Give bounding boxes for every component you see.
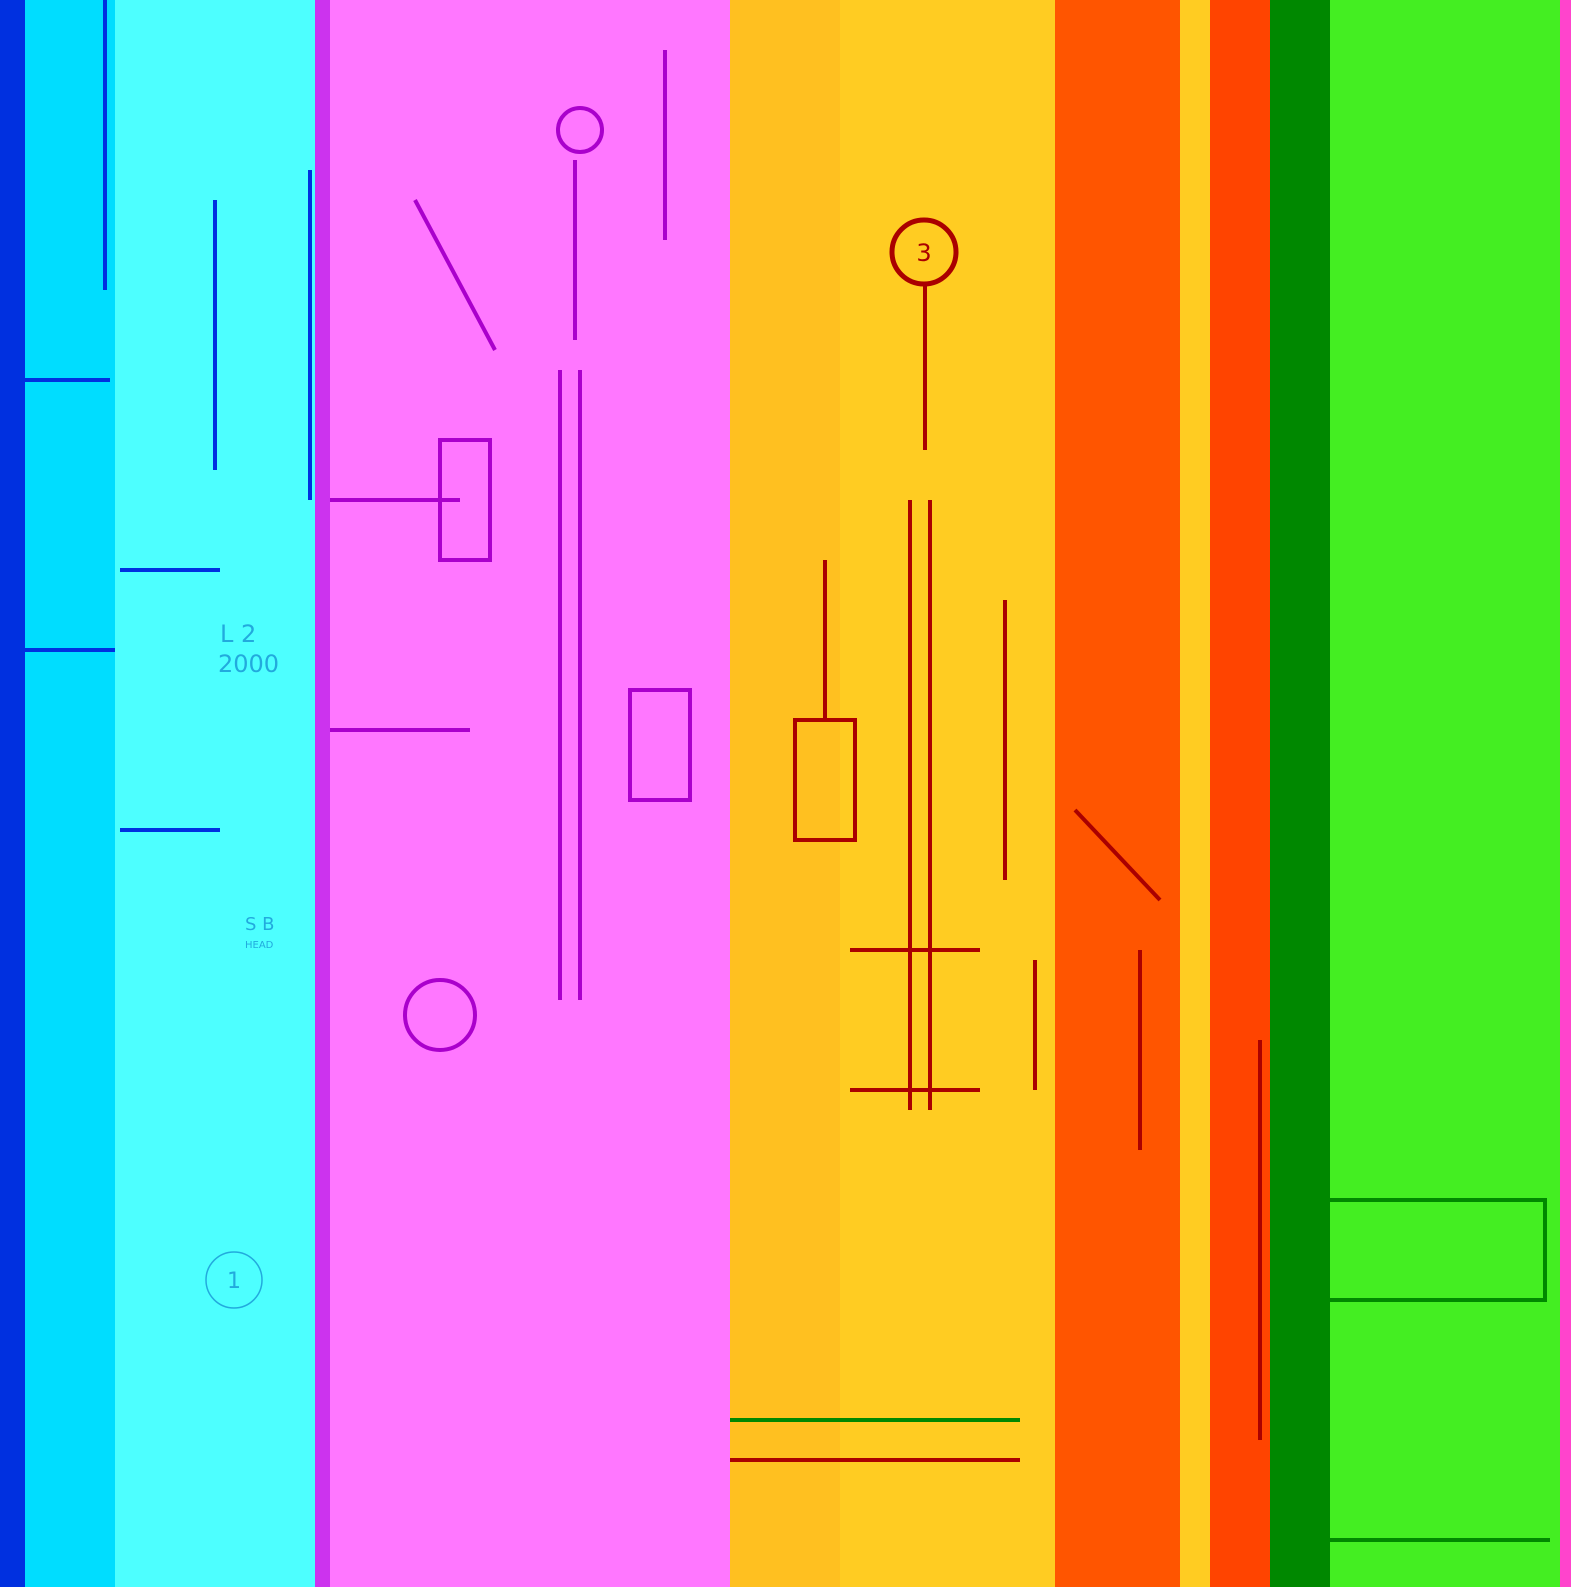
band (25, 0, 115, 1587)
band (1270, 0, 1330, 1587)
elevation-label: 2000 (218, 650, 279, 678)
section-label: S B (245, 914, 275, 935)
wall-line (1073, 808, 1162, 902)
band (840, 0, 1055, 1587)
level-label: L 2 (220, 620, 256, 648)
grid-label: 1 (227, 1269, 241, 1294)
fixture (628, 688, 692, 802)
band (1055, 0, 1180, 1587)
band (330, 0, 730, 1587)
grid-bubble (205, 1251, 263, 1309)
fixture (793, 718, 857, 842)
fixture (1318, 1198, 1547, 1302)
grid-bubble (889, 217, 959, 287)
band (730, 0, 840, 1587)
band (315, 0, 330, 1587)
line-work (10, 0, 1550, 1542)
fixture (556, 106, 604, 154)
annotations: L 2 2000 S B HEAD 1 3 (205, 217, 959, 1309)
band (0, 0, 25, 1587)
section-note: HEAD (245, 940, 274, 951)
band (1330, 0, 1560, 1587)
band (1560, 0, 1571, 1587)
grid-label: 3 (916, 239, 931, 267)
band (1180, 0, 1210, 1587)
fixture (403, 978, 477, 1052)
wall-line (413, 199, 497, 351)
